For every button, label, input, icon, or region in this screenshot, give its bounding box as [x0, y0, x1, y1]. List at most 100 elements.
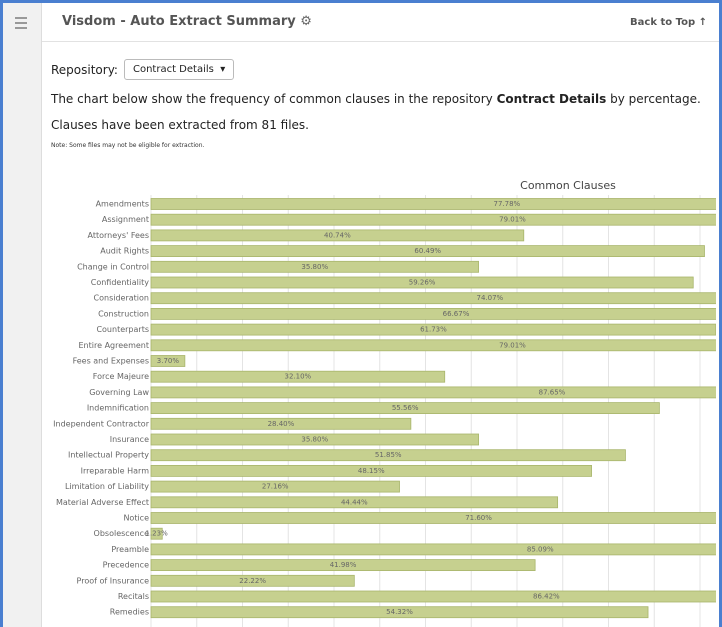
value-label: 51.85% [375, 451, 402, 459]
y-tick-label: Remedies [110, 608, 149, 617]
y-tick-label: Change in Control [77, 262, 149, 271]
bar [150, 574, 355, 587]
value-label: 60.49% [414, 247, 441, 255]
bar [150, 527, 163, 540]
y-tick-label: Amendments [96, 200, 149, 209]
files-text: Clauses have been extracted from 81 file… [51, 118, 309, 132]
value-label: 59.26% [409, 279, 436, 287]
value-label: 35.80% [301, 436, 328, 444]
y-tick-label: Consideration [94, 294, 149, 303]
value-label: 85.09% [527, 545, 554, 553]
repository-select[interactable]: Contract Details ▾ [123, 59, 235, 80]
bar [150, 512, 716, 524]
value-label: 54.32% [386, 608, 413, 616]
bar [150, 496, 559, 509]
bar [150, 543, 716, 556]
value-label: 1.23% [146, 530, 169, 538]
y-tick-label: Construction [98, 309, 149, 318]
page-title: Visdom - Auto Extract Summary ⚙ [62, 14, 312, 29]
bar [150, 464, 592, 477]
y-tick-label: Irreparable Harm [81, 466, 150, 475]
y-tick-label: Preamble [111, 545, 149, 554]
y-tick-label: Indemnification [87, 404, 149, 413]
bar [150, 276, 694, 289]
back-to-top[interactable]: Back to Top ↑ [630, 17, 707, 28]
y-tick-label: Obsolescence [94, 529, 150, 538]
bar [150, 402, 660, 415]
repository-row: Repository: Contract Details ▾ [51, 59, 701, 80]
bar [150, 245, 705, 257]
title-text: Visdom - Auto Extract Summary [62, 14, 296, 29]
bar [150, 323, 716, 336]
y-tick-label: Attorneys' Fees [88, 231, 149, 240]
bar [150, 606, 649, 619]
y-tick-label: Audit Rights [100, 247, 149, 256]
value-label: 28.40% [268, 420, 295, 428]
bar [150, 370, 446, 383]
gear-icon[interactable]: ⚙ [300, 14, 312, 29]
y-tick-label: Proof of Insurance [77, 576, 150, 585]
y-tick-label: Limitation of Liability [65, 482, 149, 491]
bar [150, 433, 479, 446]
value-label: 22.22% [239, 577, 266, 585]
chart-title: Common Clauses [520, 179, 616, 192]
y-tick-label: Insurance [110, 435, 149, 444]
bar [150, 307, 716, 320]
menu-button[interactable] [15, 17, 27, 32]
top-bar: Visdom - Auto Extract Summary ⚙ Back to … [42, 3, 719, 42]
bar [150, 355, 186, 367]
sidebar [3, 3, 42, 627]
value-label: 41.98% [330, 561, 357, 569]
bar [150, 198, 716, 210]
value-label: 66.67% [443, 310, 470, 318]
value-label: 79.01% [499, 341, 526, 349]
y-tick-label: Governing Law [89, 388, 149, 397]
value-label: 71.60% [465, 514, 492, 522]
content: Repository: Contract Details ▾ The chart… [51, 59, 701, 149]
bar [150, 449, 626, 462]
value-label: 44.44% [341, 498, 368, 506]
repository-label: Repository: [51, 62, 118, 77]
y-tick-label: Notice [123, 514, 149, 523]
y-tick-label: Precedence [103, 561, 150, 570]
note: Note: Some files may not be eligible for… [51, 142, 205, 149]
value-label: 48.15% [358, 467, 385, 475]
y-tick-label: Fees and Expenses [73, 357, 149, 366]
bar [150, 386, 716, 399]
value-label: 3.70% [157, 357, 180, 365]
y-tick-label: Force Majeure [93, 372, 149, 381]
bar [150, 339, 716, 352]
value-label: 27.16% [262, 483, 289, 491]
bar [150, 260, 479, 273]
intro: The chart below show the frequency of co… [51, 92, 701, 106]
value-label: 32.10% [285, 373, 312, 381]
back-to-top-text: Back to Top [630, 17, 696, 28]
value-label: 87.65% [539, 388, 566, 396]
intro-bold: Contract Details [496, 92, 607, 106]
bar [150, 590, 716, 603]
intro-text: The chart below show the frequency of co… [51, 92, 493, 106]
y-tick-label: Assignment [102, 215, 149, 224]
bar [150, 229, 525, 242]
y-tick-label: Material Adverse Effect [56, 498, 149, 507]
y-tick-label: Confidentiality [91, 278, 150, 287]
y-tick-label: Independent Contractor [53, 419, 150, 428]
y-tick-label: Counterparts [96, 325, 149, 334]
y-tick-label: Intellectual Property [68, 451, 149, 460]
value-label: 79.01% [499, 216, 526, 224]
value-label: 77.78% [493, 200, 520, 208]
bar [150, 292, 716, 305]
value-label: 74.07% [477, 294, 504, 302]
intro-text-end: by percentage. [610, 92, 701, 106]
y-tick-label: Entire Agreement [79, 341, 150, 350]
value-label: 55.56% [392, 404, 419, 412]
bar [150, 559, 536, 572]
chart: Common Clauses Amendments 77.78% Assignmen… [53, 179, 716, 627]
bar [150, 417, 412, 430]
bar [150, 480, 400, 493]
repository-value: Contract Details [132, 64, 214, 75]
value-label: 40.74% [324, 231, 351, 239]
bar [150, 213, 716, 226]
